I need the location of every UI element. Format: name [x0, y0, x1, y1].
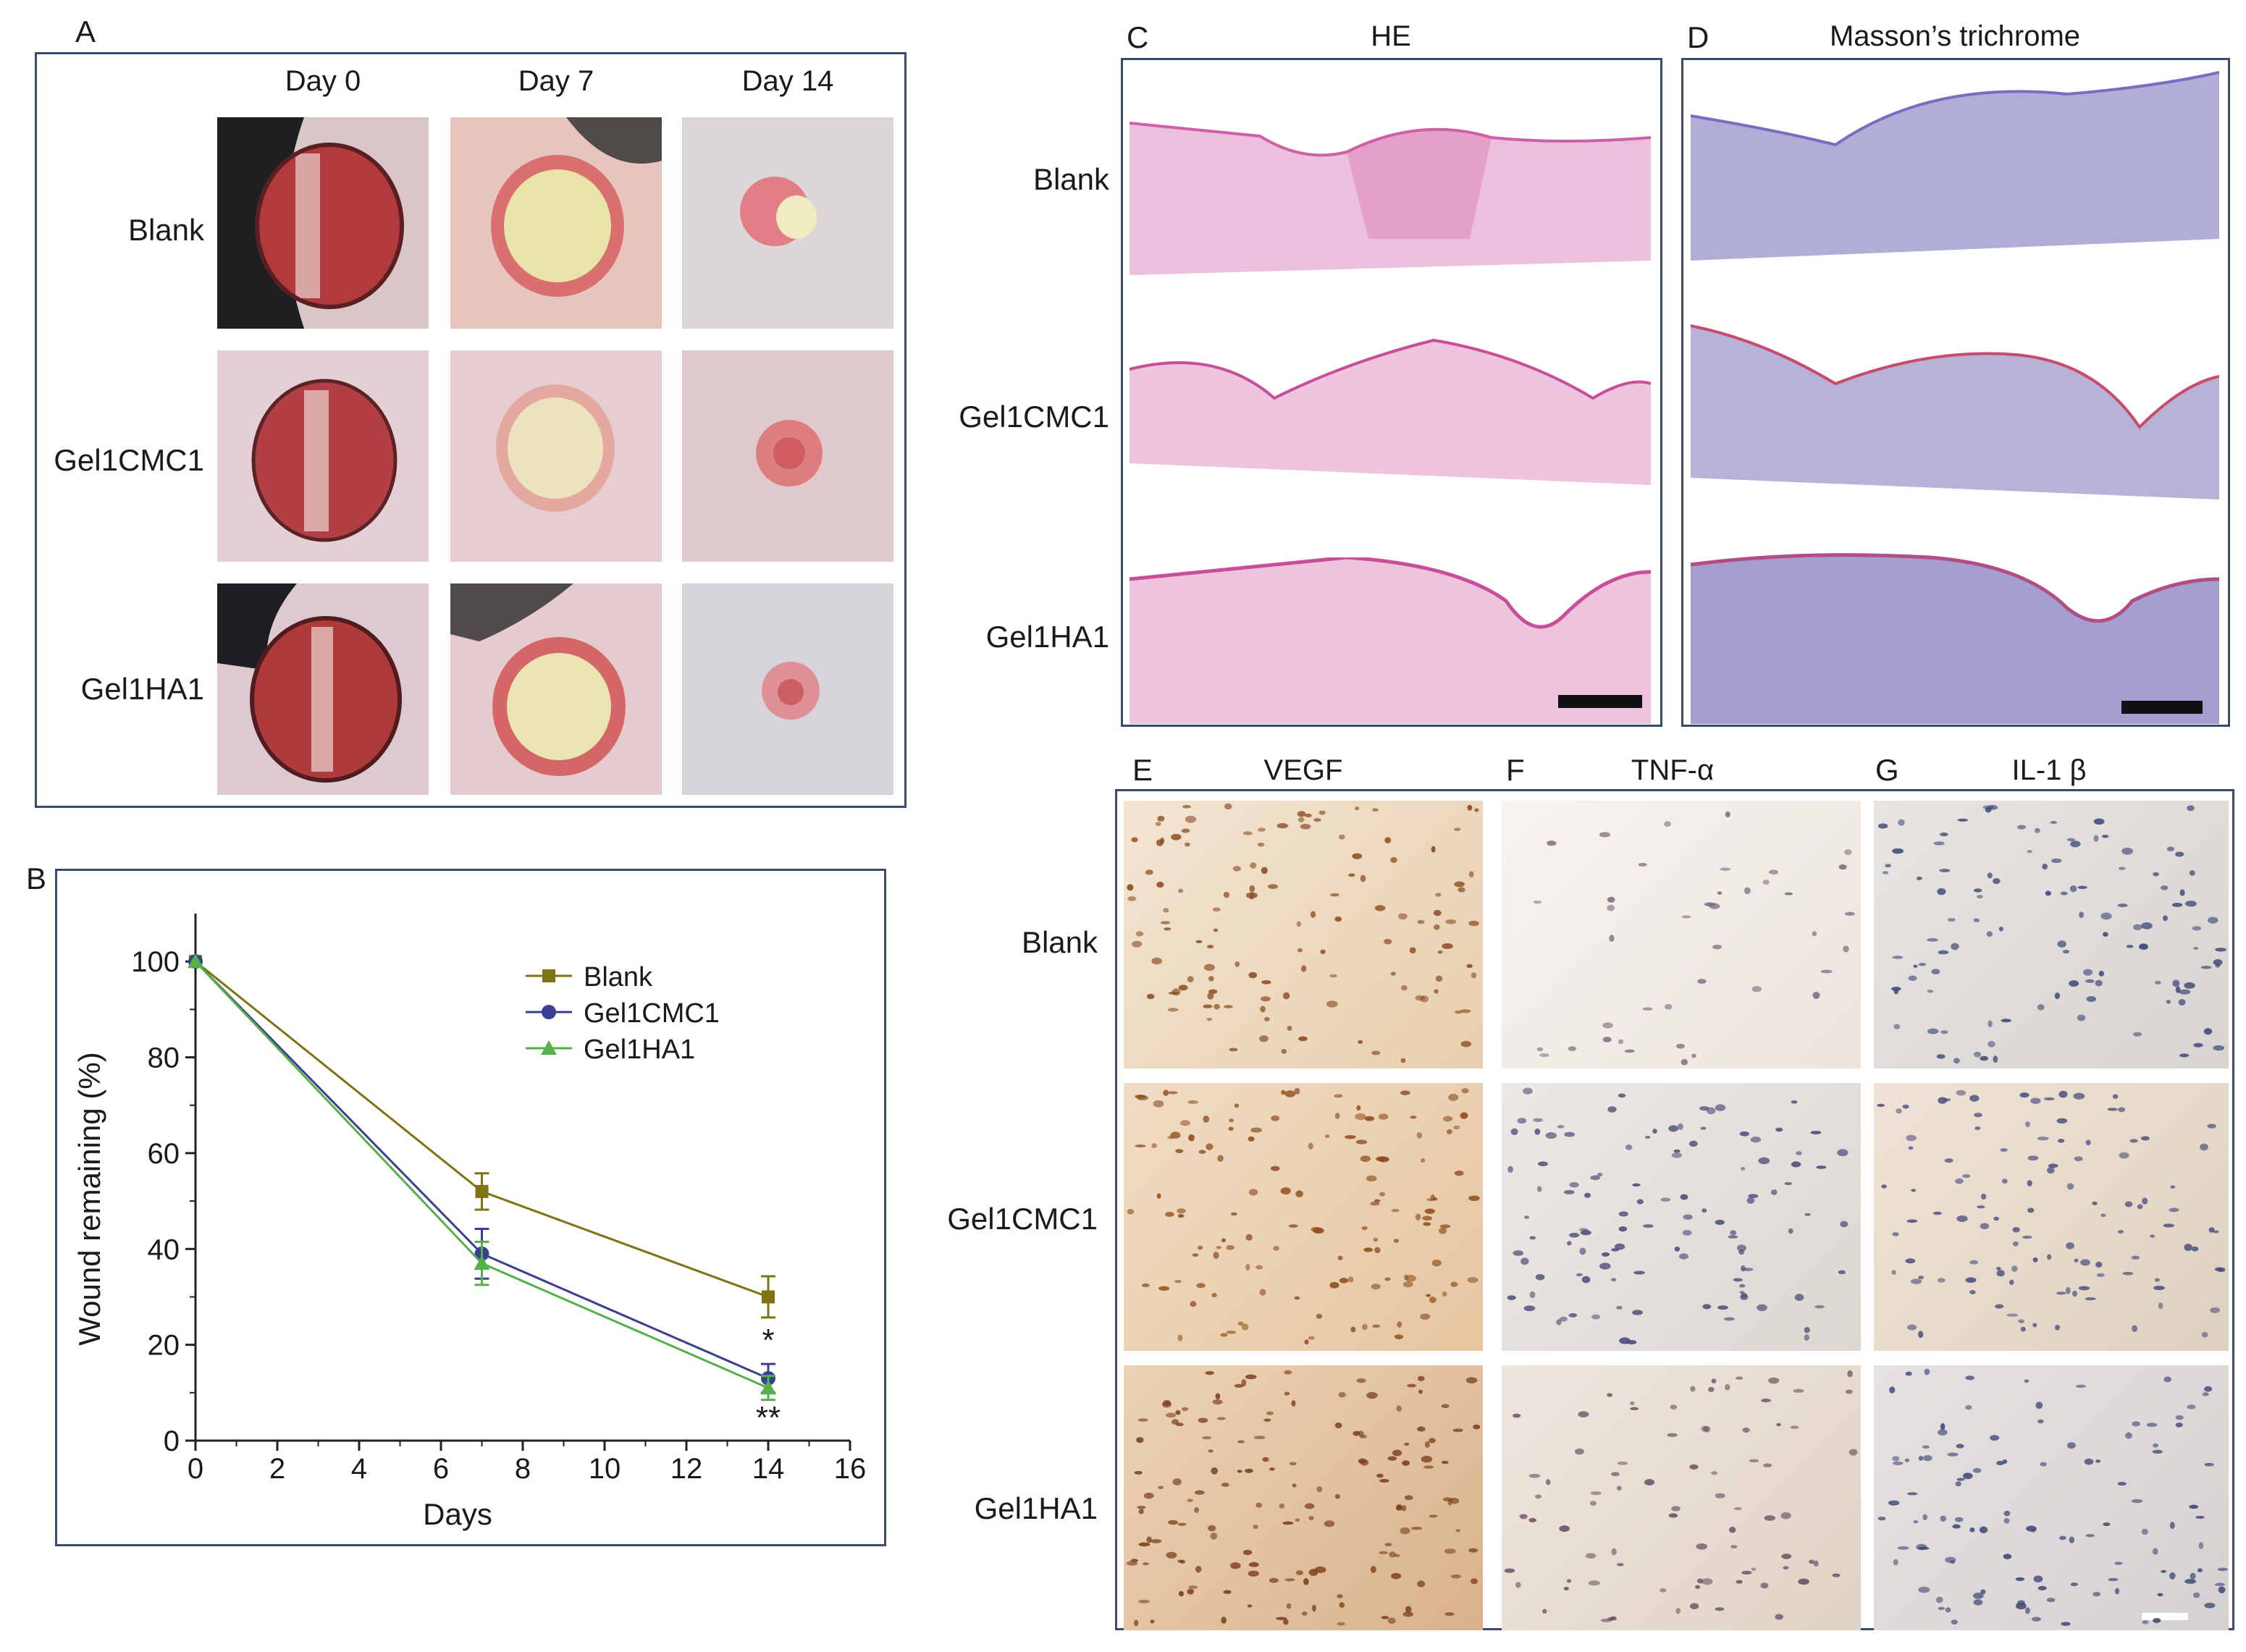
panel-b-frame [55, 869, 886, 1546]
x-tick-label: 4 [351, 1453, 367, 1485]
wound-photo-blank-day0 [217, 117, 429, 329]
significance-annotation: * [762, 1323, 774, 1358]
x-tick-label: 16 [834, 1453, 867, 1485]
ihc-il1b-blank [1874, 801, 2229, 1069]
ihc-scale-bar [2142, 1613, 2188, 1620]
he-section-gel1cmc1 [1130, 338, 1651, 485]
x-tick-label: 0 [188, 1453, 203, 1485]
ihc-tnf-gel1cmc1 [1502, 1083, 1861, 1351]
legend-marker-blank [542, 969, 555, 982]
wound-photo-gel1ha1-day0 [217, 583, 429, 795]
panel-a-row-gel1ha1: Gel1HA1 [80, 672, 204, 706]
wound-photo-gel1ha1-day7 [450, 583, 662, 795]
x-tick-label: 8 [515, 1453, 531, 1485]
y-tick-label: 20 [148, 1330, 180, 1362]
y-axis-label: Wound remaining (%) [72, 1052, 106, 1345]
he-section-blank [1130, 122, 1651, 275]
masson-section-blank [1691, 71, 2219, 261]
x-axis-label: Days [423, 1497, 492, 1531]
legend-marker-gel1cmc1 [542, 1005, 556, 1019]
panel-a-frame [35, 52, 907, 808]
panel-c-row-blank: Blank [1032, 162, 1109, 196]
significance-annotation: ** [756, 1400, 781, 1436]
panel-d-frame [1681, 58, 2230, 727]
panel-e-title: VEGF [1263, 754, 1343, 786]
ihc-row-gel1cmc1: Gel1CMC1 [947, 1202, 1098, 1236]
x-tick-label: 14 [752, 1453, 785, 1485]
ihc-vegf-blank [1124, 801, 1483, 1069]
panel-a-col-day0: Day 0 [285, 65, 361, 97]
data-point-blank [762, 1290, 775, 1304]
ihc-row-blank: Blank [1021, 925, 1098, 959]
panel-g-title: IL-1 β [2011, 754, 2087, 786]
wound-remaining-chart: 0 2 4 6 8 10 12 14 16 0 20 40 60 80 100 Days Wound remai… [72, 914, 867, 1531]
x-tick-label: 10 [589, 1453, 621, 1485]
panel-c-letter: C [1127, 20, 1149, 54]
panel-c-row-gel1ha1: Gel1HA1 [985, 620, 1109, 654]
legend-label-gel1cmc1: Gel1CMC1 [584, 998, 720, 1029]
masson-section-gel1ha1 [1691, 553, 2219, 724]
wound-photo-blank-day7 [450, 117, 662, 329]
panel-f-letter: F [1506, 753, 1525, 787]
panel-a-letter: A [75, 14, 96, 49]
panel-a-row-gel1cmc1: Gel1CMC1 [54, 443, 204, 477]
wound-photo-gel1cmc1-day7 [450, 350, 662, 562]
legend-marker-gel1ha1 [541, 1040, 557, 1055]
masson-scale-bar [2121, 701, 2203, 714]
panel-a-col-day14: Day 14 [741, 65, 834, 97]
ihc-vegf-gel1cmc1 [1124, 1083, 1483, 1351]
ihc-vegf-gel1ha1 [1124, 1365, 1483, 1630]
ihc-row-gel1ha1: Gel1HA1 [974, 1491, 1098, 1525]
he-scale-bar [1558, 695, 1642, 708]
panel-b-letter: B [26, 861, 47, 895]
panel-d-title: Masson’s trichrome [1829, 20, 2081, 52]
ihc-il1b-gel1cmc1 [1874, 1083, 2229, 1351]
panel-a-row-blank: Blank [127, 213, 204, 247]
legend-label-blank: Blank [584, 962, 653, 993]
masson-section-gel1cmc1 [1691, 324, 2219, 500]
y-tick-label: 60 [148, 1138, 180, 1170]
y-tick-label: 80 [148, 1042, 180, 1074]
ihc-tnf-gel1ha1 [1502, 1365, 1861, 1630]
ihc-il1b-gel1ha1 [1874, 1365, 2229, 1630]
panel-a-col-day7: Day 7 [518, 65, 594, 97]
y-tick-label: 100 [131, 946, 180, 978]
he-section-gel1ha1 [1130, 557, 1651, 724]
panel-c-frame [1121, 58, 1662, 727]
panel-c-row-gel1cmc1: Gel1CMC1 [959, 400, 1109, 434]
x-tick-label: 2 [269, 1453, 285, 1485]
wound-photo-gel1ha1-day14 [682, 583, 893, 795]
data-point-blank [475, 1184, 489, 1198]
ihc-tnf-blank [1502, 801, 1861, 1069]
data-point-gel1ha1 [188, 953, 203, 969]
wound-photo-gel1cmc1-day0 [217, 350, 429, 562]
panel-g-letter: G [1875, 753, 1899, 787]
data-point-gel1ha1 [760, 1380, 776, 1395]
y-tick-label: 0 [164, 1425, 180, 1457]
x-tick-label: 6 [433, 1453, 449, 1485]
panel-d-letter: D [1687, 20, 1709, 54]
y-tick-label: 40 [148, 1234, 180, 1265]
panel-f-title: TNF-α [1631, 754, 1715, 786]
legend-label-gel1ha1: Gel1HA1 [584, 1034, 695, 1065]
x-tick-label: 12 [670, 1453, 703, 1485]
panel-c-title: HE [1371, 20, 1411, 52]
wound-photo-gel1cmc1-day14 [682, 350, 893, 562]
wound-photo-blank-day14 [682, 117, 893, 329]
data-point-gel1ha1 [474, 1255, 490, 1270]
panel-e-letter: E [1132, 753, 1153, 787]
